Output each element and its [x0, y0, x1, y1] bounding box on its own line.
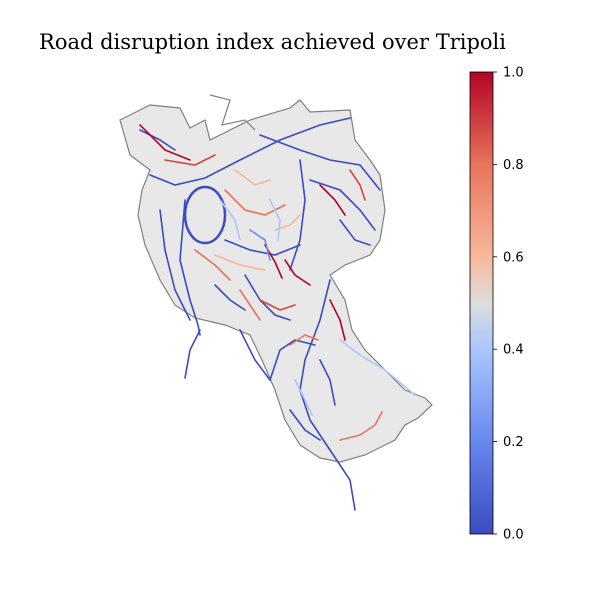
- map-title: Road disruption index achieved over Trip…: [39, 30, 506, 54]
- port-outline: [209, 94, 256, 131]
- colorbar-tick-label: 1.0: [503, 66, 524, 81]
- road-network: [139, 117, 416, 511]
- colorbar: 0.0 0.2 0.4 0.6 0.8 1.0: [469, 66, 524, 543]
- colorbar-tick-label: 0.2: [503, 435, 524, 450]
- colorbar-tick-label: 0.0: [503, 528, 524, 543]
- colorbar-tick-label: 0.6: [503, 250, 524, 265]
- colorbar-tick-label: 0.8: [503, 158, 524, 173]
- lake: [183, 185, 227, 245]
- colorbar-tick-label: 0.4: [503, 343, 524, 358]
- city-boundary: [119, 99, 433, 463]
- colorbar-gradient: [469, 71, 494, 535]
